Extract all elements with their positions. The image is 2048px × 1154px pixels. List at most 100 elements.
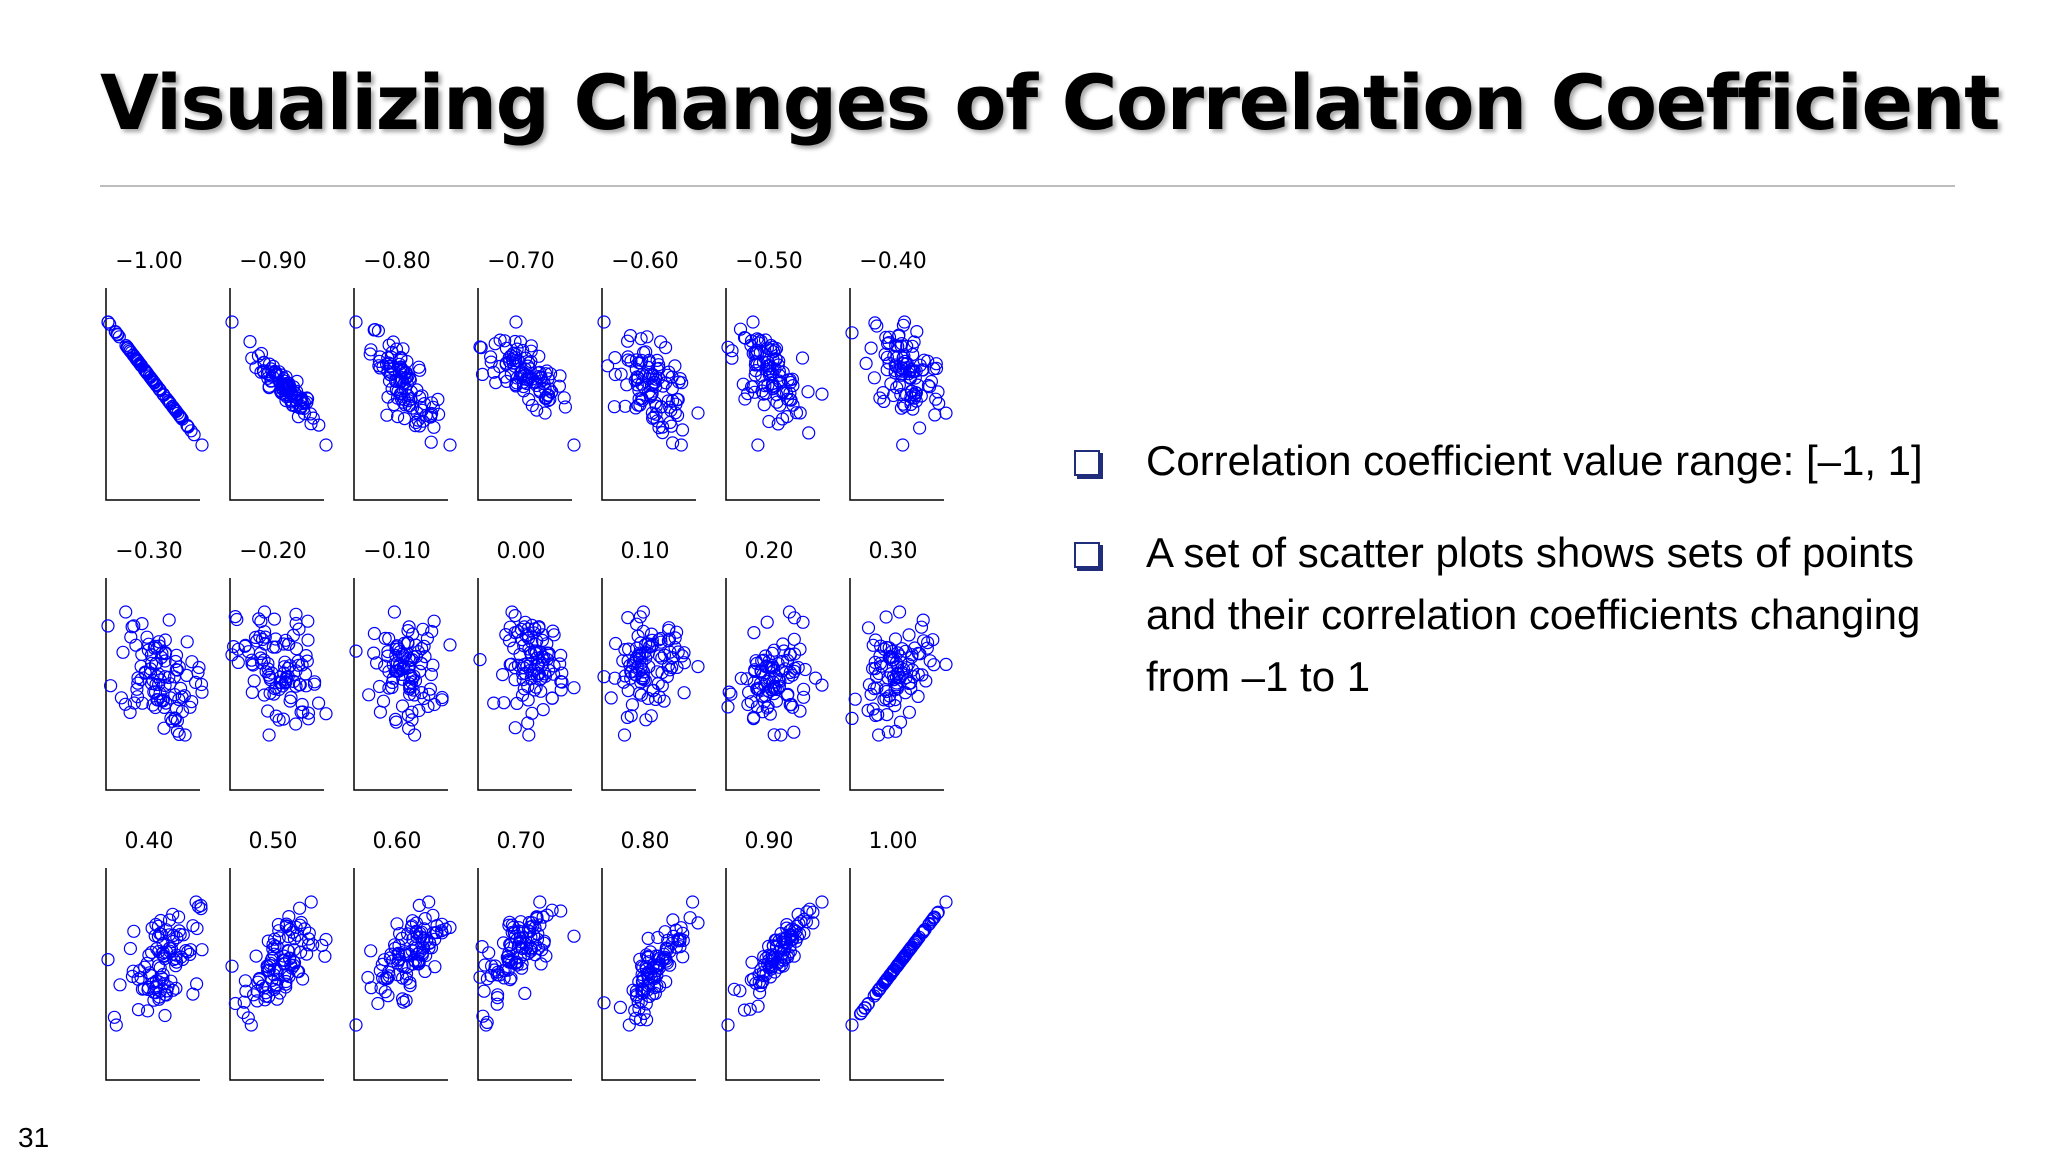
scatter-point bbox=[515, 369, 529, 383]
panel-axes bbox=[353, 868, 448, 1081]
scatter-point bbox=[540, 637, 554, 651]
scatter-point bbox=[401, 708, 415, 722]
scatter-point bbox=[312, 696, 326, 710]
scatter-point bbox=[403, 668, 417, 682]
scatter-point bbox=[104, 679, 118, 693]
scatter-point bbox=[166, 934, 180, 949]
scatter-point bbox=[861, 997, 875, 1011]
scatter-point bbox=[916, 613, 930, 627]
scatter-point bbox=[145, 921, 159, 935]
scatter-point bbox=[382, 632, 396, 646]
scatter-point bbox=[125, 620, 139, 634]
scatter-point bbox=[530, 657, 545, 671]
scatter-point bbox=[597, 670, 611, 684]
scatter-point bbox=[650, 414, 664, 428]
scatter-point bbox=[171, 910, 186, 924]
scatter-point bbox=[637, 380, 651, 394]
scatter-point bbox=[382, 338, 396, 352]
scatter-point bbox=[783, 386, 797, 400]
scatter-point bbox=[745, 955, 759, 969]
scatter-point bbox=[608, 636, 623, 651]
scatter-point bbox=[261, 934, 275, 948]
scatter-point bbox=[374, 981, 388, 995]
scatter-point bbox=[143, 666, 158, 680]
scatter-point bbox=[413, 363, 427, 377]
scatter-point bbox=[746, 315, 760, 329]
scatter-point bbox=[661, 623, 676, 637]
scatter-point bbox=[624, 354, 638, 368]
scatter-point bbox=[880, 971, 895, 986]
scatter-point bbox=[633, 952, 647, 966]
scatter-point bbox=[250, 634, 264, 648]
scatter-point bbox=[740, 387, 755, 401]
scatter-point bbox=[509, 347, 523, 362]
scatter-point bbox=[524, 941, 538, 955]
scatter-point bbox=[669, 923, 683, 937]
scatter-point bbox=[888, 724, 903, 738]
scatter-point bbox=[521, 631, 536, 645]
scatter-point bbox=[815, 895, 829, 909]
bullet-square-icon bbox=[1074, 542, 1100, 568]
scatter-point bbox=[272, 682, 286, 697]
scatter-point bbox=[638, 645, 652, 659]
scatter-point bbox=[245, 685, 259, 699]
scatter-point bbox=[496, 668, 510, 682]
scatter-point bbox=[845, 711, 859, 725]
scatter-point bbox=[725, 344, 739, 358]
scatter-point bbox=[422, 895, 436, 909]
scatter-point bbox=[532, 349, 546, 363]
scatter-point bbox=[269, 680, 283, 694]
scatter-point bbox=[272, 713, 286, 727]
correlation-scatter-grid: −1.00 −0.90 −0.80 −0.70 −0.60 −0.50 −0.40 −0.30… bbox=[100, 240, 960, 1100]
panel-title: 1.00 bbox=[869, 829, 918, 854]
scatter-point bbox=[142, 637, 156, 651]
panel-axes bbox=[229, 868, 324, 1081]
scatter-point bbox=[567, 438, 581, 452]
scatter-point bbox=[677, 646, 691, 660]
scatter-point bbox=[634, 688, 649, 702]
scatter-point bbox=[547, 667, 561, 681]
scatter-panel: 0.40 bbox=[101, 829, 209, 1081]
scatter-point bbox=[408, 419, 422, 433]
scatter-point bbox=[484, 350, 498, 364]
panel-title: 0.20 bbox=[745, 539, 794, 564]
scatter-point bbox=[163, 677, 177, 691]
scatter-point bbox=[319, 707, 333, 721]
scatter-point bbox=[763, 707, 777, 721]
scatter-point bbox=[315, 938, 329, 953]
scatter-point bbox=[504, 938, 518, 952]
bullet-square-icon bbox=[1074, 450, 1100, 476]
scatter-panel: 0.00 bbox=[473, 539, 581, 791]
scatter-point bbox=[645, 406, 660, 420]
scatter-panel: 0.70 bbox=[473, 829, 581, 1081]
scatter-point bbox=[806, 905, 820, 919]
scatter-point bbox=[279, 974, 293, 989]
scatter-point bbox=[755, 369, 769, 383]
scatter-point bbox=[247, 674, 261, 688]
panel-title: −0.80 bbox=[363, 249, 430, 274]
scatter-point bbox=[554, 904, 568, 918]
scatter-point bbox=[101, 619, 115, 633]
bullet-item-range: Correlation coefficient value range: [–1… bbox=[1070, 430, 1970, 492]
scatter-point bbox=[796, 615, 810, 629]
scatter-point bbox=[267, 947, 281, 961]
scatter-point bbox=[906, 938, 920, 952]
scatter-point bbox=[228, 996, 242, 1011]
scatter-point bbox=[270, 964, 284, 978]
scatter-point bbox=[891, 646, 905, 660]
scatter-point bbox=[748, 368, 762, 382]
panel-axes bbox=[725, 288, 820, 501]
scatter-point bbox=[890, 381, 904, 395]
scatter-point bbox=[349, 315, 363, 329]
scatter-point bbox=[504, 971, 518, 985]
scatter-point bbox=[502, 634, 517, 648]
scatter-point bbox=[722, 685, 736, 699]
scatter-point bbox=[780, 653, 795, 667]
scatter-point bbox=[519, 351, 533, 365]
scatter-point bbox=[378, 631, 392, 645]
scatter-point bbox=[683, 911, 697, 925]
scatter-point bbox=[760, 701, 774, 715]
scatter-point bbox=[254, 651, 268, 665]
panel-axes bbox=[725, 578, 820, 791]
scatter-point bbox=[279, 672, 293, 686]
